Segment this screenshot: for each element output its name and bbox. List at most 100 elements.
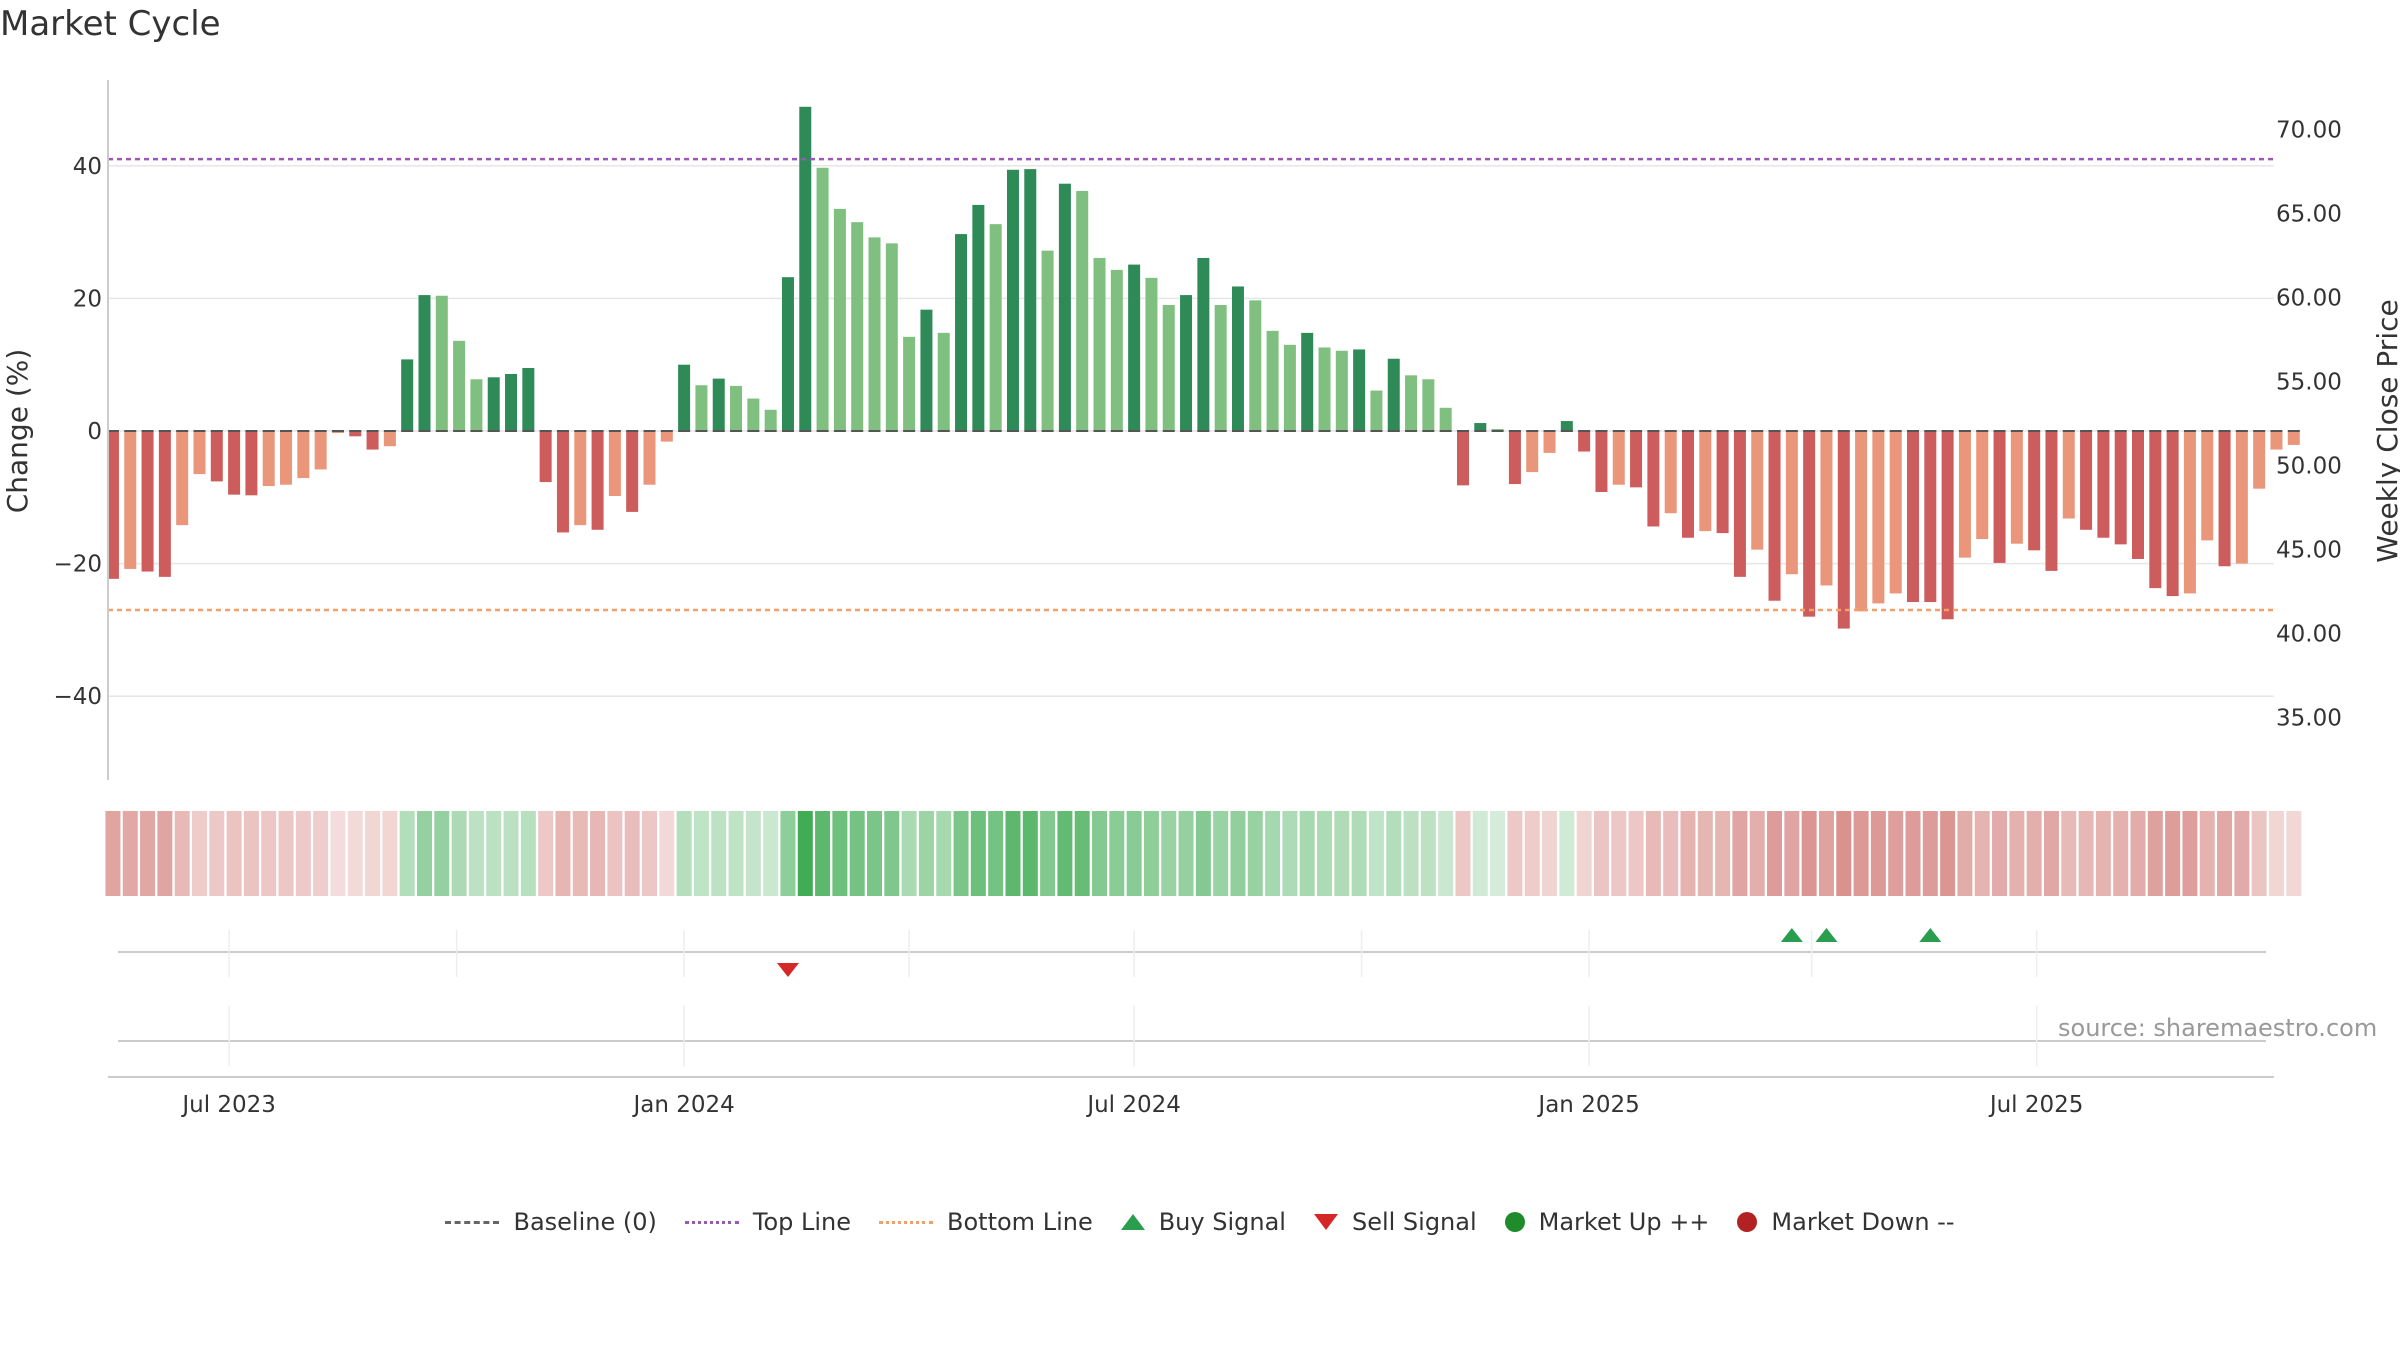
heat-cell (347, 811, 363, 896)
legend-label: Market Up ++ (1538, 1208, 1710, 1236)
change-bar (539, 431, 552, 483)
heat-cell (1905, 811, 1921, 896)
change-bar (1872, 431, 1885, 604)
change-bar (2080, 431, 2093, 530)
heat-cell (1472, 811, 1488, 896)
heat-cell (780, 811, 796, 896)
change-bar (1958, 431, 1971, 558)
change-bar (885, 243, 898, 431)
legend-item-buy[interactable]: Buy Signal (1120, 1208, 1286, 1236)
change-bar (2045, 431, 2058, 571)
circle-icon (1504, 1212, 1525, 1232)
heat-cell (1524, 811, 1540, 896)
change-bar (522, 368, 535, 431)
heat-cell (590, 811, 606, 896)
heat-cell (624, 811, 640, 896)
change-bar (816, 167, 829, 431)
change-bar (1543, 431, 1556, 453)
heat-cell (2078, 811, 2094, 896)
change-bar (418, 295, 431, 431)
heat-cell (1836, 811, 1852, 896)
heat-cell (1230, 811, 1246, 896)
heat-cell (2234, 811, 2250, 896)
heat-cell (486, 811, 502, 896)
heat-cell (503, 811, 519, 896)
change-bar (2287, 431, 2300, 445)
dotted-line-icon (684, 1220, 739, 1224)
heat-cell (1040, 811, 1056, 896)
change-bar (1145, 277, 1158, 431)
buy-signal-marker (1780, 928, 1803, 942)
change-bar (678, 364, 691, 431)
heat-cell (2268, 811, 2284, 896)
change-bar (1941, 431, 1954, 620)
change-bar (1889, 431, 1902, 594)
change-bar (712, 378, 725, 431)
heat-cell (711, 811, 727, 896)
legend-item-sell[interactable]: Sell Signal (1313, 1208, 1477, 1236)
y-tick-label: −40 (53, 684, 102, 710)
change-bar (747, 398, 760, 431)
change-bar (833, 208, 846, 431)
change-bar (1924, 431, 1937, 603)
legend-item-down[interactable]: Market Down -- (1737, 1208, 1955, 1236)
y-tick-label: 0 (87, 419, 102, 445)
heat-cell (1611, 811, 1627, 896)
legend-item-up[interactable]: Market Up ++ (1504, 1208, 1710, 1236)
legend-item-baseline[interactable]: Baseline (0) (445, 1208, 657, 1236)
heat-cell (538, 811, 554, 896)
legend-item-top[interactable]: Top Line (684, 1208, 851, 1236)
heat-cell (226, 811, 242, 896)
heat-cell (1870, 811, 1886, 896)
heat-cell (1697, 811, 1713, 896)
change-bar (1370, 390, 1383, 431)
heat-cell (1992, 811, 2008, 896)
heat-cell (382, 811, 398, 896)
y-tick-label: 20 (73, 286, 102, 312)
y2-tick-label: 65.00 (2276, 202, 2342, 228)
change-bar (349, 431, 362, 437)
legend-label: Buy Signal (1158, 1208, 1286, 1236)
heat-cell (1126, 811, 1142, 896)
change-bar (2149, 431, 2162, 589)
change-bar (1474, 423, 1487, 431)
axis-layer: −40 −20 0 20 40 35.00 40.00 45.00 50.00 55.00 60.0… (1, 80, 2400, 1118)
heat-cell (520, 811, 536, 896)
change-bar (1058, 183, 1071, 431)
heat-cell (1801, 811, 1817, 896)
change-bar (1768, 431, 1781, 601)
legend-label: Baseline (0) (513, 1208, 657, 1236)
heat-cell (1542, 811, 1558, 896)
change-bar (124, 431, 137, 569)
change-bar (1283, 344, 1296, 431)
change-bar (176, 431, 189, 526)
change-bar (591, 431, 604, 530)
signal-layer (118, 928, 2266, 1066)
heat-cell (1368, 811, 1384, 896)
change-bar (781, 277, 794, 431)
change-bar (1560, 421, 1573, 431)
y2-tick-label: 55.00 (2276, 370, 2342, 396)
heat-cell (867, 811, 883, 896)
change-bar (626, 431, 639, 512)
change-bar (193, 431, 206, 475)
change-bar (297, 431, 310, 479)
change-bar (556, 431, 569, 533)
heat-cell (2043, 811, 2059, 896)
heat-cell (140, 811, 156, 896)
heat-cell (1645, 811, 1661, 896)
change-bar (920, 309, 933, 431)
heat-cell (1957, 811, 1973, 896)
heat-cell (2199, 811, 2215, 896)
x-tick-label: Jul 2025 (1988, 1092, 2084, 1118)
change-bar (1595, 431, 1608, 492)
change-bar (314, 431, 327, 470)
legend-item-bottom[interactable]: Bottom Line (879, 1208, 1093, 1236)
change-bar (1751, 431, 1764, 550)
change-bar (1456, 431, 1469, 486)
change-bar (106, 431, 119, 579)
change-bar (1508, 431, 1521, 485)
heat-cell (105, 811, 121, 896)
legend-label: Market Down -- (1771, 1208, 1955, 1236)
circle-icon (1737, 1212, 1758, 1232)
